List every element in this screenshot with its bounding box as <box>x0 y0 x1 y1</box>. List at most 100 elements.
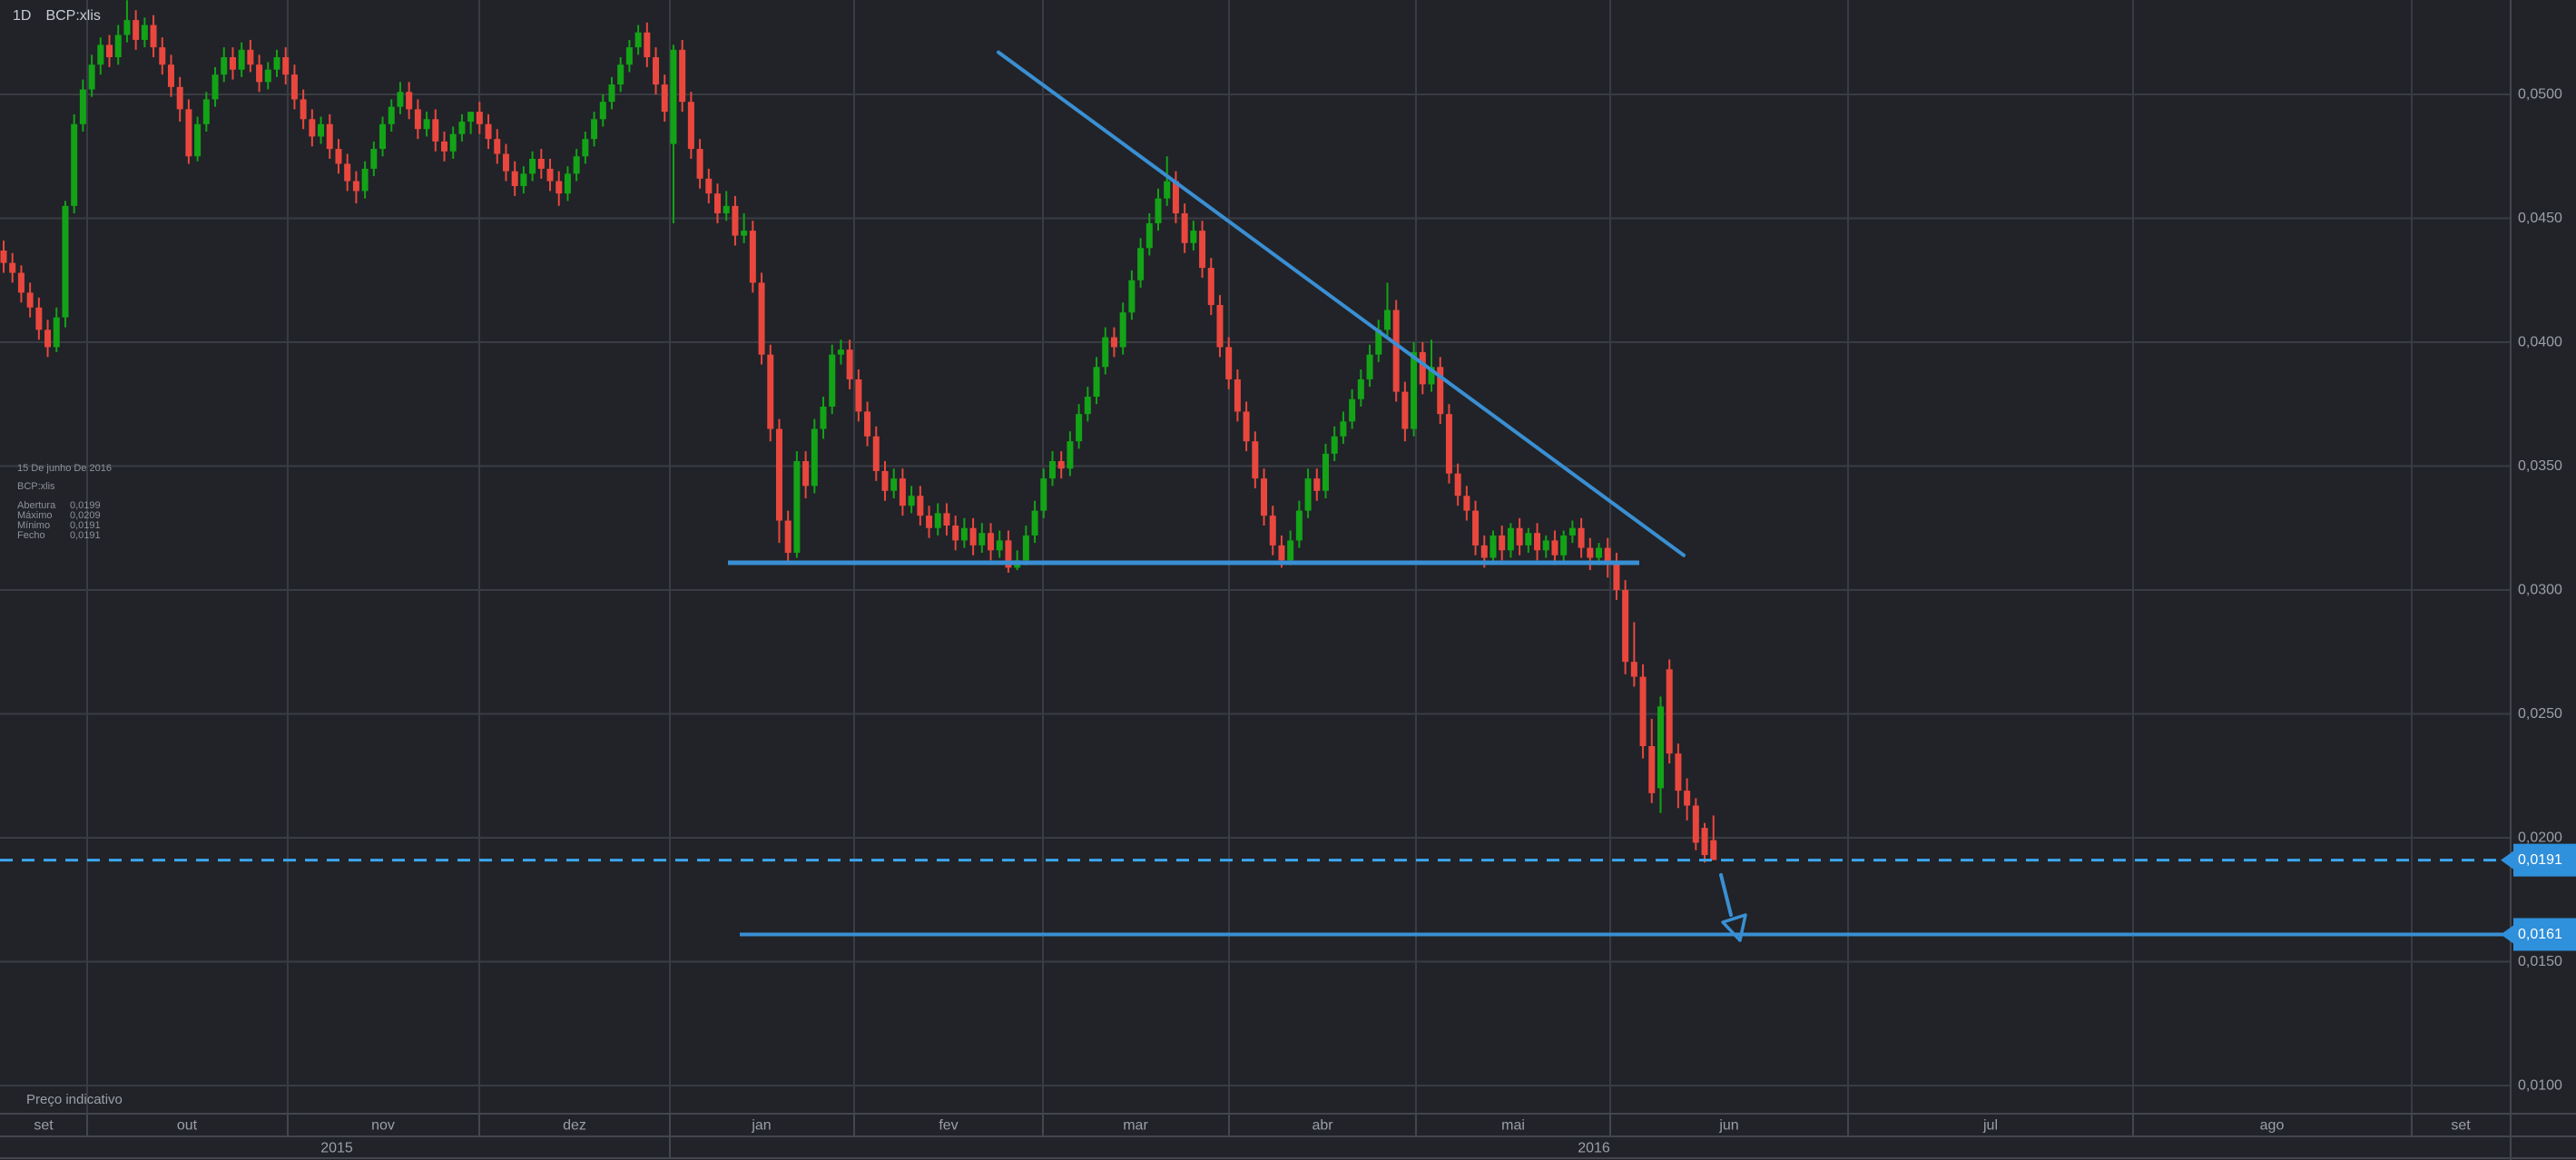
month-tick-label: fev <box>939 1118 958 1134</box>
candle-down <box>1269 516 1276 546</box>
info-row-label: Fecho <box>17 530 45 541</box>
price-axis[interactable] <box>2511 0 2576 1114</box>
candle-up <box>1164 181 1171 199</box>
info-row-label: Mínimo <box>17 520 51 531</box>
candle-up <box>1357 378 1364 399</box>
candle-down <box>802 461 810 487</box>
candle-down <box>185 109 192 157</box>
candle-up <box>1322 453 1329 491</box>
candle-down <box>229 57 236 70</box>
candle-down <box>1613 562 1620 590</box>
candle-up <box>978 533 986 546</box>
candle-down <box>1587 547 1594 558</box>
candle-up <box>908 496 915 506</box>
info-row-value: 0,0199 <box>70 500 101 511</box>
candle-down <box>1472 510 1480 546</box>
candle-down <box>1278 545 1285 561</box>
info-date: 15 De junho De 2016 <box>17 463 112 474</box>
candle-down <box>1261 478 1268 516</box>
candle-down <box>1445 414 1452 474</box>
indicative-price-label: Preço indicativo <box>26 1092 123 1107</box>
candle-up <box>1428 367 1435 385</box>
time-axis[interactable] <box>0 1114 2576 1160</box>
candle-up <box>370 149 378 169</box>
candle-down <box>150 25 157 48</box>
candle-down <box>159 47 166 65</box>
candle-up <box>423 119 430 130</box>
candle-up <box>1084 397 1091 415</box>
info-row: Fecho 0,0191 <box>17 531 112 541</box>
candle-down <box>1551 540 1558 555</box>
symbol-label[interactable]: BCP:xlis <box>45 8 101 24</box>
candle-up <box>1119 312 1126 348</box>
candle-up <box>820 406 827 429</box>
candle-up <box>1155 198 1162 223</box>
candle-down <box>546 168 554 182</box>
candle-up <box>1568 527 1576 536</box>
candle-down <box>864 411 871 437</box>
month-tick-label: set <box>2451 1118 2471 1134</box>
candle-down <box>1199 231 1206 269</box>
candle-down <box>855 378 862 412</box>
symbol-legend[interactable]: 1D BCP:xlis <box>13 8 101 25</box>
arrow-drawing-shaft[interactable] <box>1719 872 1733 917</box>
candle-down <box>943 513 950 526</box>
candle-down <box>714 193 722 214</box>
candle-up <box>837 349 844 355</box>
price-tick-label: 0,0300 <box>2518 583 2562 598</box>
candle-up <box>1102 337 1109 368</box>
candle-down <box>705 178 713 194</box>
candle-up <box>573 156 580 174</box>
candle-down <box>1463 496 1470 511</box>
candle-up <box>617 64 624 85</box>
candle-down <box>256 64 263 83</box>
candle-up <box>741 231 748 236</box>
candle-up <box>960 527 968 541</box>
candle-up <box>379 123 387 150</box>
candle-down <box>1243 411 1250 442</box>
candle-down <box>326 123 333 150</box>
candle-up <box>361 168 369 192</box>
candle-up <box>123 20 131 35</box>
candle-up <box>670 49 677 144</box>
candle-up <box>97 44 104 65</box>
candle-down <box>1684 791 1691 806</box>
timeframe-label[interactable]: 1D <box>13 8 32 24</box>
candle-down <box>767 354 774 429</box>
candle-down <box>406 92 413 110</box>
price-tick-label: 0,0350 <box>2518 458 2562 474</box>
candle-up <box>1145 222 1153 249</box>
price-badge <box>2501 843 2576 877</box>
candle-down <box>106 44 113 58</box>
candle-down <box>881 470 889 491</box>
candle-down <box>17 272 25 293</box>
candle-down <box>784 520 791 554</box>
candle-down <box>300 99 307 120</box>
candle-down <box>758 282 765 355</box>
candle-down <box>988 533 995 551</box>
month-tick-label: dez <box>563 1118 586 1134</box>
candle-down <box>1252 441 1259 479</box>
candle-up <box>1190 231 1197 243</box>
candle-up <box>273 57 280 70</box>
candle-down <box>653 57 660 85</box>
month-tick-label: out <box>177 1118 198 1134</box>
candle-up <box>829 354 836 407</box>
month-tick-label: mar <box>1123 1118 1148 1134</box>
candle-down <box>335 149 342 164</box>
candle-up <box>1022 535 1029 561</box>
price-badge-label: 0,0161 <box>2518 927 2562 942</box>
candle-up <box>62 205 69 318</box>
candle-up <box>397 92 404 107</box>
arrow-drawing-head[interactable] <box>1721 913 1747 942</box>
candle-up <box>1340 421 1347 437</box>
info-row-value: 0,0191 <box>70 520 101 531</box>
candle-down <box>1216 305 1224 348</box>
candle-down <box>309 119 316 137</box>
candle-down <box>1225 347 1233 379</box>
candle-up <box>1657 706 1664 789</box>
trendline-drawing[interactable] <box>997 50 1686 557</box>
candle-up <box>79 89 86 124</box>
candle-down <box>44 329 52 348</box>
